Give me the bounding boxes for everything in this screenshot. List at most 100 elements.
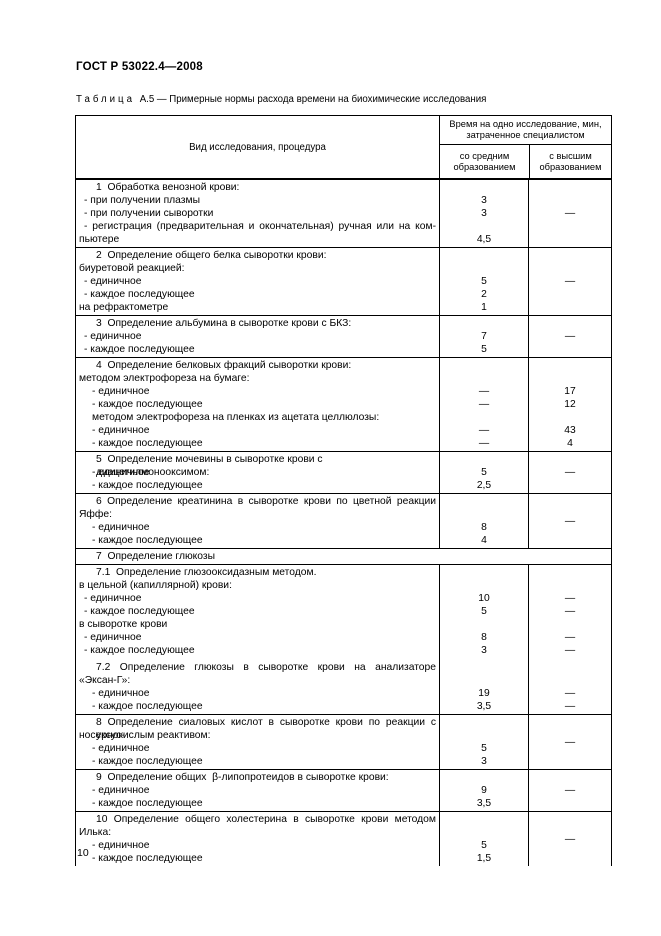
time-value-secondary <box>440 579 528 592</box>
table-caption-label: Таблица <box>76 94 135 105</box>
time-value-higher: 12 <box>564 399 576 410</box>
time-secondary-cell: 9 3,5 <box>439 770 528 811</box>
procedure-line: - единичное <box>92 467 150 478</box>
procedure-line: носернокислым реактивом: <box>79 730 211 741</box>
document-header: ГОСТ Р 53022.4—2008 <box>76 61 203 73</box>
procedure-line: «Эксан-Г»: <box>79 675 131 686</box>
procedure-line: - каждое последующее <box>92 756 203 767</box>
procedure-cell: 7.1 Определение глюзооксидазным методом.… <box>76 565 439 714</box>
procedure-line: Илька: <box>79 827 112 838</box>
procedure-cell: 5 Определение мочевины в сыворотке крови… <box>76 452 439 493</box>
time-value-secondary: — <box>478 425 490 436</box>
procedure-line: 4 Определение белковых фракций сыворотки… <box>96 360 352 371</box>
procedure-line: - единичное <box>92 785 150 796</box>
procedure-line: методом электрофореза на пленках из ацет… <box>92 412 380 423</box>
procedure-line: 9 Определение общих β-липопротеидов в сы… <box>96 772 389 783</box>
procedure-line: - каждое последующее <box>92 438 203 449</box>
procedure-line: - каждое последующее <box>92 399 203 410</box>
time-value-secondary <box>440 826 528 839</box>
time-value-secondary: 3 <box>481 195 487 206</box>
procedure-line: Яффе: <box>79 509 112 520</box>
procedure-line: в сыворотке крови <box>79 619 168 630</box>
table-header: Вид исследования, процедура Время на одн… <box>76 116 611 180</box>
procedure-line: - при получении плазмы <box>84 195 200 206</box>
time-value-secondary: 4,5 <box>476 234 492 245</box>
procedure-line: 6 Определение креатинина в сыворотке кро… <box>96 496 436 507</box>
procedure-line: 7.1 Определение глюзооксидазным методом. <box>96 567 317 578</box>
procedure-cell: 2 Определение общего белка сыворотки кро… <box>76 248 439 315</box>
time-value-higher <box>529 372 611 385</box>
time-value-secondary <box>440 249 528 262</box>
time-secondary-cell: 3 3 4,5 <box>439 180 528 247</box>
table-section: 5 Определение мочевины в сыворотке крови… <box>76 451 611 493</box>
table-section: 9 Определение общих β-липопротеидов в сы… <box>76 769 611 811</box>
time-higher-cell: — <box>528 812 611 866</box>
procedure-cell: 10 Определение общего холестерина в сыво… <box>76 812 439 866</box>
procedure-line: на рефрактометре <box>79 302 169 313</box>
procedure-line: в цельной (капиллярной) крови: <box>79 580 232 591</box>
procedure-cell: 3 Определение альбумина в сыворотке кров… <box>76 316 439 357</box>
procedure-line: пьютере <box>79 234 120 245</box>
procedure-line: 8 Определение сиаловых кислот в сыворотк… <box>96 717 436 741</box>
procedure-line: - единичное <box>92 522 150 533</box>
time-value-secondary <box>440 729 528 742</box>
time-higher-cell: — <box>528 452 611 493</box>
procedure-line: - каждое последующее <box>92 853 203 864</box>
time-value-secondary <box>440 661 528 674</box>
column-header-higher-education: с высшим образованием <box>529 145 611 178</box>
time-value-secondary <box>440 716 528 729</box>
time-secondary-cell: 5 2,5 <box>439 452 528 493</box>
time-value-secondary <box>440 495 528 508</box>
time-value-higher <box>529 579 611 592</box>
time-value-secondary: — <box>478 438 490 449</box>
time-value-secondary: 5 <box>481 606 487 617</box>
time-value-higher: — <box>564 208 576 219</box>
time-value-secondary: 5 <box>481 743 487 754</box>
time-value-secondary: 5 <box>481 276 487 287</box>
time-value-secondary <box>440 453 528 466</box>
time-value-secondary <box>440 813 528 826</box>
time-value-secondary <box>440 262 528 275</box>
procedure-line: - каждое последующее <box>84 645 195 656</box>
time-value-secondary: 8 <box>481 632 487 643</box>
time-value-secondary: 3 <box>481 208 487 219</box>
procedure-line: 2 Определение общего белка сыворотки кро… <box>96 250 327 261</box>
time-higher-cell: — <box>528 770 611 811</box>
procedure-cell: 1 Обработка венозной крови: - при получен… <box>76 180 439 247</box>
table-section: 3 Определение альбумина в сыворотке кров… <box>76 315 611 357</box>
table-section: 10 Определение общего холестерина в сыво… <box>76 811 611 866</box>
table-section: 4 Определение белковых фракций сыворотки… <box>76 357 611 451</box>
table-section: 7.1 Определение глюзооксидазным методом.… <box>76 564 611 714</box>
time-value-secondary: 8 <box>481 522 487 533</box>
time-value-secondary: 1 <box>481 302 487 313</box>
time-value-higher: — <box>564 331 576 342</box>
time-value-secondary: 3 <box>481 645 487 656</box>
time-value-secondary <box>440 674 528 687</box>
procedure-line: 7.2 Определение глюкозы в сыворотке кров… <box>96 662 436 673</box>
time-value-secondary: 2 <box>481 289 487 300</box>
time-value-secondary: 3,5 <box>476 798 492 809</box>
time-value-secondary <box>440 618 528 631</box>
time-value-higher: — <box>564 606 576 617</box>
time-value-higher: — <box>564 645 576 656</box>
time-value-secondary <box>440 359 528 372</box>
procedure-line: - единичное <box>92 743 150 754</box>
time-norms-table: Вид исследования, процедура Время на одн… <box>75 115 612 866</box>
time-secondary-cell: 5 2 1 <box>439 248 528 315</box>
time-value-secondary: 9 <box>481 785 487 796</box>
page-number: 10 <box>77 847 89 859</box>
time-secondary-cell: — — — — <box>439 358 528 451</box>
time-value-higher <box>529 661 611 674</box>
table-caption: Таблица А.5 — Примерные нормы расхода вр… <box>76 94 486 105</box>
time-value-secondary: 2,5 <box>476 480 492 491</box>
time-value-higher: — <box>564 688 576 699</box>
procedure-line: - регистрация (предварительная и окончат… <box>84 221 436 232</box>
time-value-secondary: 10 <box>478 593 490 604</box>
time-value-higher: — <box>564 593 576 604</box>
time-value-higher: 43 <box>564 425 576 436</box>
table-section: 8 Определение сиаловых кислот в сыворотк… <box>76 714 611 769</box>
procedure-cell: 8 Определение сиаловых кислот в сыворотк… <box>76 715 439 769</box>
procedure-cell: 6 Определение креатинина в сыворотке кро… <box>76 494 439 548</box>
